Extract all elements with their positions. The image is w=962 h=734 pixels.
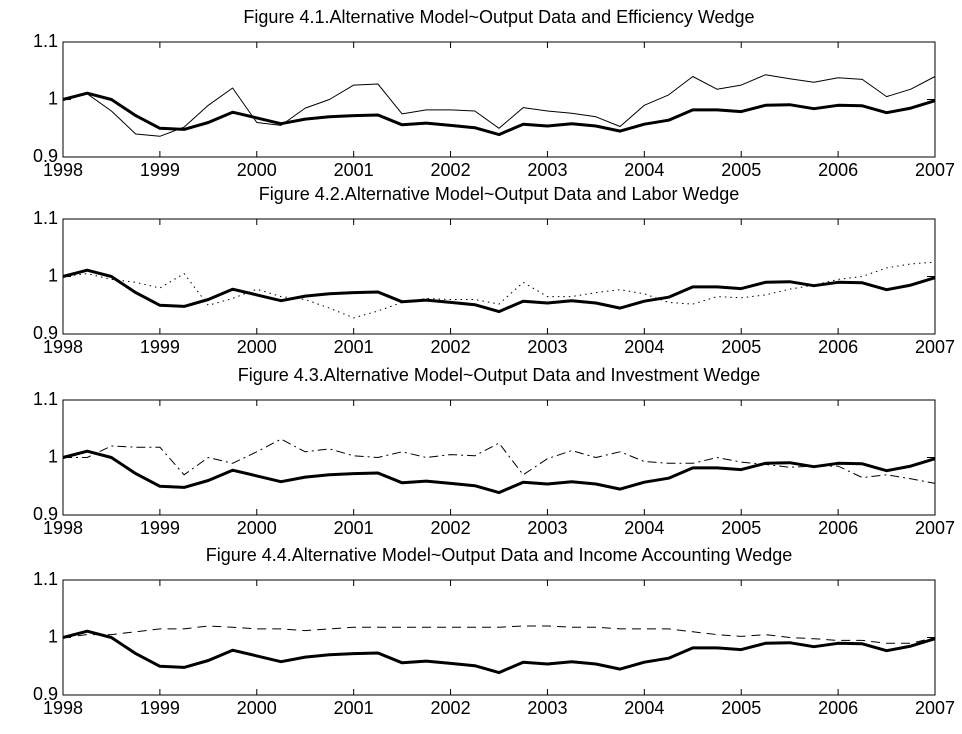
x-tick-label: 1999: [140, 698, 180, 718]
x-tick-label: 2005: [721, 698, 761, 718]
x-tick-label: 2000: [237, 337, 277, 357]
axes-frame: [62, 41, 936, 158]
data-line: [62, 261, 936, 319]
y-tick-label: 0.9: [33, 323, 58, 343]
x-tick-label: 2004: [624, 518, 664, 538]
x-tick-label: 2004: [624, 160, 664, 180]
x-tick-label: 2003: [527, 698, 567, 718]
x-tick-label: 1998: [43, 337, 83, 357]
y-tick-label: 1: [48, 265, 58, 285]
x-tick-label: 2005: [721, 160, 761, 180]
x-tick-label: 2007: [915, 337, 955, 357]
y-tick-label: 0.9: [33, 684, 58, 704]
chart-title: Figure 4.3.Alternative Model~Output Data…: [238, 365, 760, 385]
x-tick-label: 2002: [431, 698, 471, 718]
x-tick-label: 2007: [915, 518, 955, 538]
x-tick-label: 2000: [237, 160, 277, 180]
y-tick-label: 1.1: [33, 569, 58, 589]
x-tick-label: 2006: [818, 698, 858, 718]
x-tick-label: 2006: [818, 337, 858, 357]
x-tick-label: 2004: [624, 337, 664, 357]
x-tick-label: 2004: [624, 698, 664, 718]
chart-title: Figure 4.1.Alternative Model~Output Data…: [243, 7, 754, 27]
x-tick-label: 1999: [140, 160, 180, 180]
x-tick-label: 2002: [431, 518, 471, 538]
x-tick-label: 1998: [43, 160, 83, 180]
x-tick-label: 2007: [915, 160, 955, 180]
data-line: [62, 74, 936, 137]
axes-frame: [62, 218, 936, 335]
data-line: [62, 268, 936, 314]
x-tick-label: 2003: [527, 518, 567, 538]
x-tick-label: 2001: [334, 160, 374, 180]
data-line: [62, 449, 936, 495]
x-tick-label: 2000: [237, 518, 277, 538]
x-tick-label: 2005: [721, 337, 761, 357]
x-tick-label: 2000: [237, 698, 277, 718]
data-line: [63, 438, 936, 484]
x-tick-label: 1999: [140, 337, 180, 357]
y-tick-label: 1: [48, 446, 58, 466]
y-tick-label: 1.1: [33, 31, 58, 51]
axes-frame: [62, 579, 936, 696]
x-tick-label: 2001: [334, 518, 374, 538]
x-tick-label: 1998: [43, 698, 83, 718]
x-tick-label: 2005: [721, 518, 761, 538]
x-tick-label: 2002: [431, 337, 471, 357]
data-line: [62, 625, 936, 644]
y-tick-label: 1: [48, 626, 58, 646]
y-tick-label: 0.9: [33, 504, 58, 524]
x-tick-label: 2002: [431, 160, 471, 180]
y-tick-label: 0.9: [33, 146, 58, 166]
y-tick-label: 1.1: [33, 208, 58, 228]
chart-title: Figure 4.4.Alternative Model~Output Data…: [206, 545, 793, 565]
x-tick-label: 2001: [334, 698, 374, 718]
x-tick-label: 1999: [140, 518, 180, 538]
x-tick-label: 2003: [527, 160, 567, 180]
x-tick-label: 2003: [527, 337, 567, 357]
data-line: [62, 91, 936, 137]
chart-title: Figure 4.2.Alternative Model~Output Data…: [259, 184, 739, 204]
x-tick-label: 1998: [43, 518, 83, 538]
x-tick-label: 2007: [915, 698, 955, 718]
x-tick-label: 2006: [818, 518, 858, 538]
x-tick-label: 2006: [818, 160, 858, 180]
y-tick-label: 1.1: [33, 389, 58, 409]
data-line: [62, 629, 936, 675]
y-tick-label: 1: [48, 88, 58, 108]
x-tick-label: 2001: [334, 337, 374, 357]
axes-frame: [62, 399, 936, 516]
